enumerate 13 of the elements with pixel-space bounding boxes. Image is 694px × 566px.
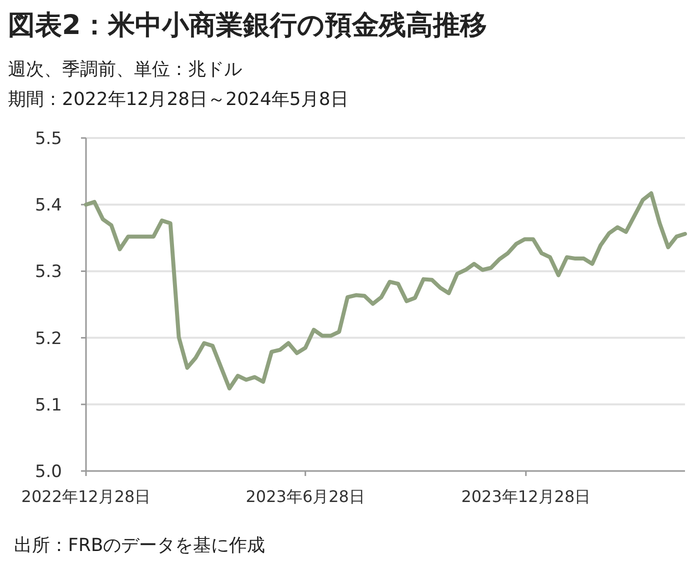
ytick: 5.0 <box>34 462 62 482</box>
xtick: 2023年6月28日 <box>246 487 365 506</box>
title: 図表2：米中小商業銀行の預金残高推移 <box>8 10 487 41</box>
ytick: 5.2 <box>34 328 62 349</box>
ytick: 5.4 <box>34 196 62 216</box>
ytick: 5.5 <box>34 129 62 149</box>
ytick: 5.3 <box>34 262 62 282</box>
xtick: 2022年12月28日 <box>21 487 151 506</box>
ytick: 5.1 <box>34 395 62 416</box>
xtick: 2023年12月28日 <box>461 487 591 506</box>
annotation: 出所：FRBのデータを基に作成 <box>14 535 266 556</box>
annotation: 期間：2022年12月28日～2024年5月8日 <box>8 89 348 110</box>
subtitle: 週次、季調前、単位：兆ドル <box>8 59 242 80</box>
